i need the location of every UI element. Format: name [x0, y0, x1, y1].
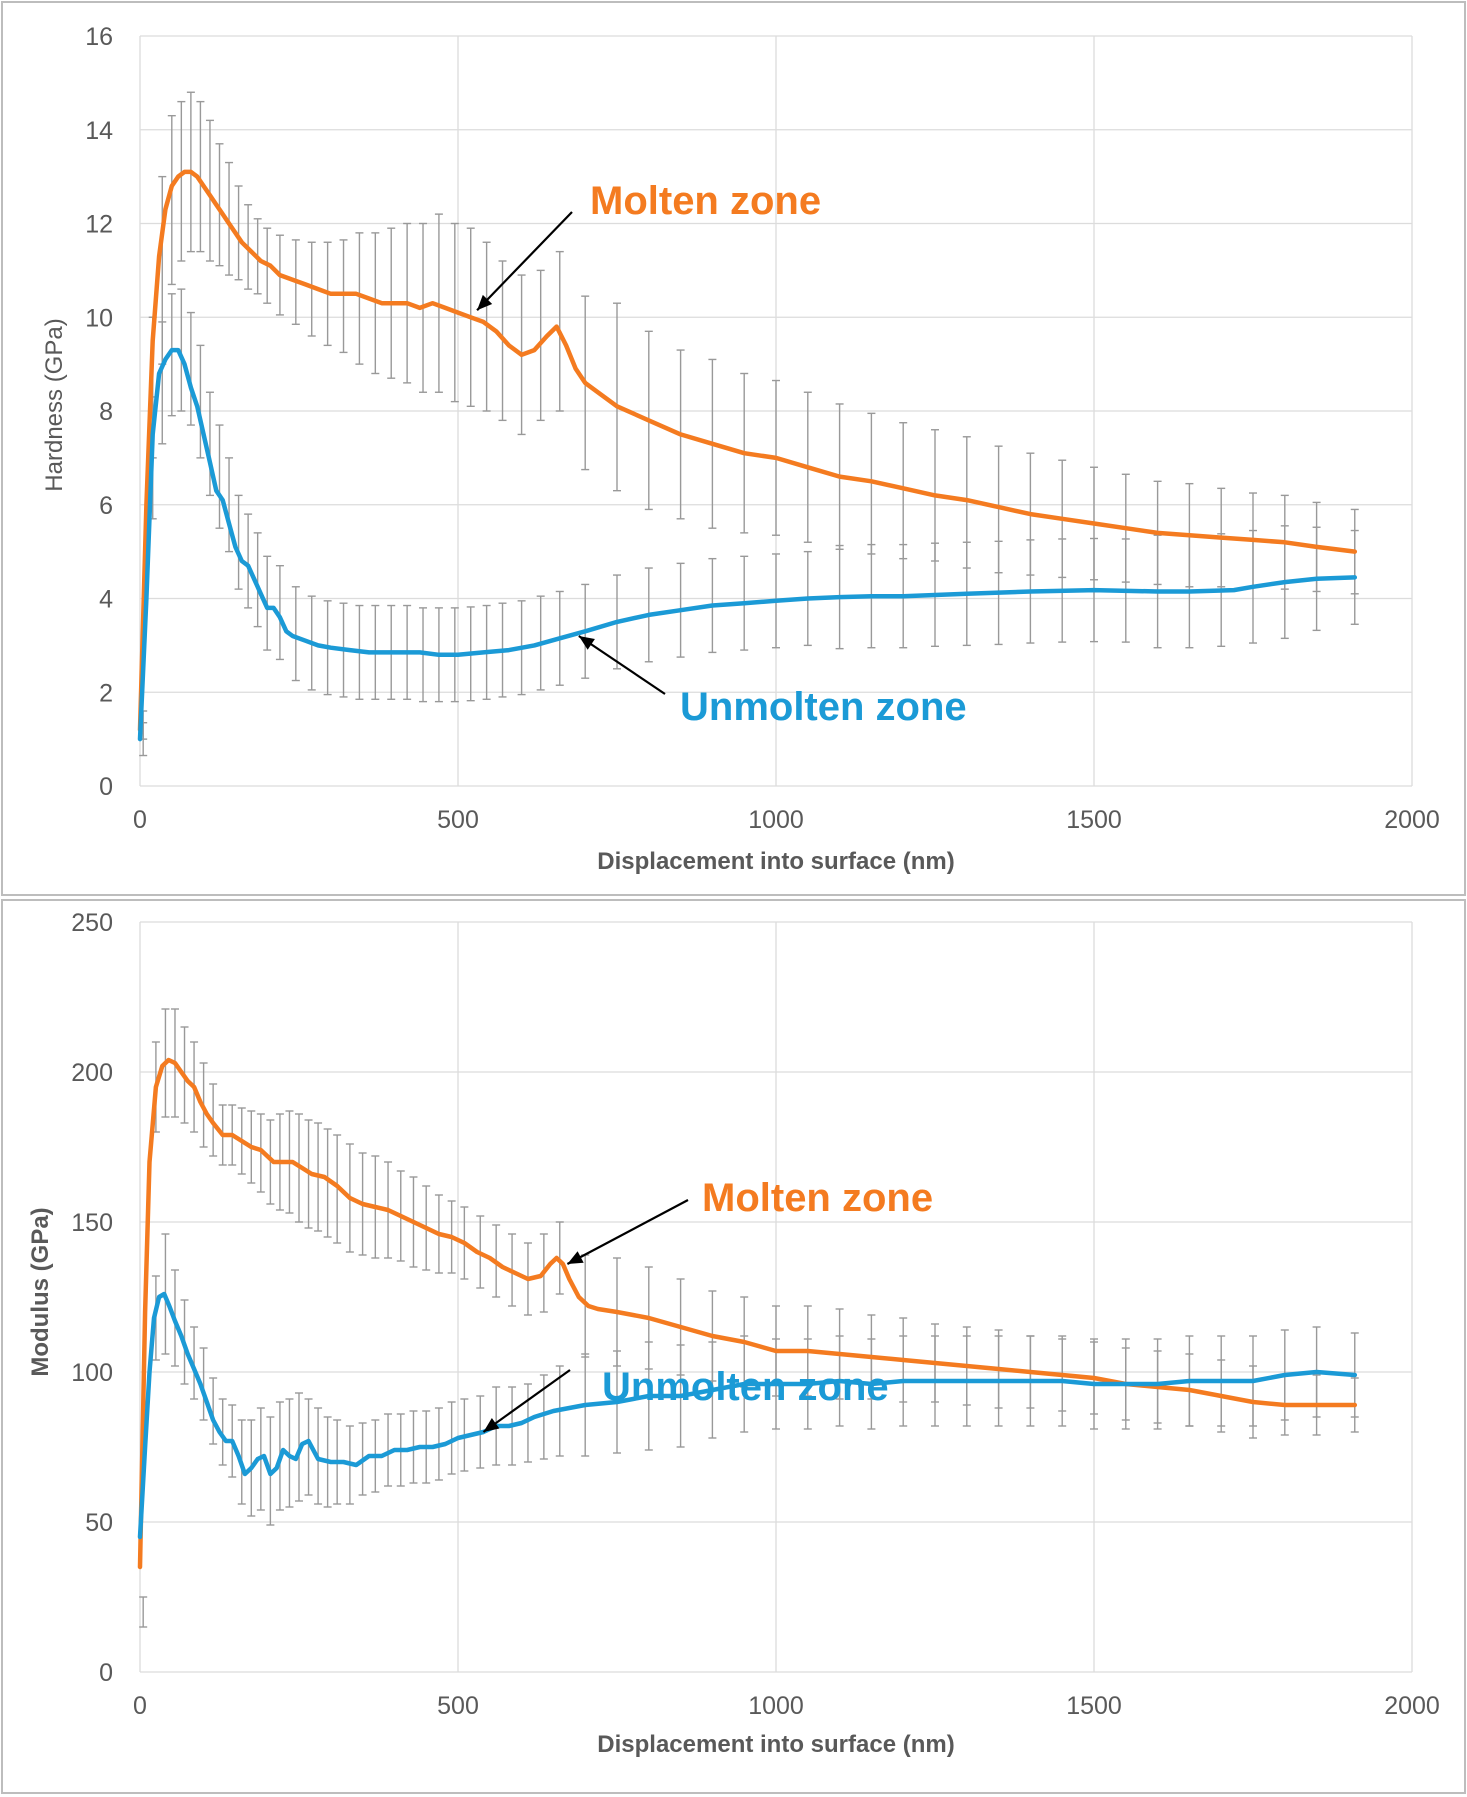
- error-bar: [613, 302, 621, 492]
- error-bar: [209, 1377, 218, 1445]
- error-bar: [339, 239, 348, 354]
- error-bar: [139, 1596, 148, 1628]
- x-tick-label: 500: [437, 806, 479, 834]
- modulus-annotations: Molten zone Unmolten zone: [482, 1176, 933, 1433]
- hardness-chart: 0 2 4 6 8 10 12 14 16 0 500 1000 1500 2000 Displacem…: [1, 1, 1466, 896]
- hardness-grid: [139, 35, 1413, 787]
- error-bar: [218, 1398, 227, 1466]
- y-tick-label: 2: [99, 679, 113, 707]
- modulus-series-lines: [137, 1057, 1358, 1570]
- error-bar: [225, 161, 234, 276]
- error-bar: [167, 114, 176, 286]
- error-bar: [244, 513, 253, 609]
- annotation-arrowhead: [567, 1251, 584, 1264]
- error-bar: [253, 532, 262, 628]
- error-bar: [205, 391, 214, 497]
- x-tick-label: 500: [437, 1692, 479, 1720]
- error-bar: [196, 100, 205, 253]
- annotation-arrow: [566, 1199, 689, 1265]
- error-bar: [234, 494, 243, 590]
- modulus-x-axis-title: Displacement into surface (nm): [597, 1731, 954, 1758]
- error-bar: [275, 564, 284, 661]
- error-bar: [186, 311, 195, 426]
- x-tick-label: 1000: [748, 1692, 804, 1720]
- modulus-y-tick-labels: 0 50 100 150 200 250: [71, 909, 113, 1687]
- y-tick-label: 16: [85, 23, 113, 51]
- error-bar: [323, 1128, 332, 1238]
- error-bar: [167, 293, 176, 417]
- x-tick-label: 2000: [1384, 1692, 1440, 1720]
- modulus-chart-frame: [1, 899, 1466, 1794]
- error-bar: [234, 185, 243, 281]
- y-tick-label: 12: [85, 211, 113, 239]
- x-tick-label: 1500: [1066, 1692, 1122, 1720]
- y-tick-label: 8: [99, 398, 113, 426]
- error-bar: [215, 424, 224, 529]
- series-line-unmolten-zone: [137, 347, 1358, 742]
- modulus-y-axis-title: Modulus (GPa): [27, 1207, 54, 1376]
- error-bar: [304, 1398, 313, 1496]
- series-line-molten-zone: [137, 1057, 1358, 1570]
- annotation-label: Unmolten zone: [680, 685, 967, 729]
- series-line-molten-zone: [137, 169, 1358, 733]
- y-tick-label: 50: [85, 1509, 113, 1537]
- y-tick-label: 4: [99, 586, 113, 614]
- error-bar: [355, 232, 364, 365]
- hardness-y-tick-labels: 0 2 4 6 8 10 12 14 16: [85, 23, 113, 801]
- annotation-arrowhead: [483, 1417, 500, 1432]
- x-tick-label: 2000: [1384, 806, 1440, 834]
- annotation-arrow: [476, 211, 573, 311]
- error-bar: [177, 288, 186, 412]
- x-tick-label: 0: [133, 806, 147, 834]
- annotation-label: Molten zone: [702, 1176, 933, 1220]
- error-bar: [190, 1326, 199, 1400]
- annotation-label: Unmolten zone: [602, 1365, 889, 1409]
- error-bar: [225, 457, 234, 553]
- hardness-x-tick-labels: 0 500 1000 1500 2000: [133, 806, 1440, 834]
- y-tick-label: 150: [71, 1209, 113, 1237]
- y-tick-label: 14: [85, 117, 113, 145]
- hardness-series-lines: [137, 169, 1358, 742]
- x-tick-label: 1000: [748, 806, 804, 834]
- error-bar: [199, 1347, 208, 1421]
- hardness-x-axis-title: Displacement into surface (nm): [597, 848, 954, 875]
- error-bar: [215, 143, 224, 267]
- error-bar: [384, 1413, 393, 1487]
- annotation-arrowhead: [477, 294, 493, 311]
- annotation-arrowhead: [578, 636, 595, 650]
- x-tick-label: 0: [133, 1692, 147, 1720]
- modulus-x-tick-labels: 0 500 1000 1500 2000: [133, 1692, 1440, 1720]
- error-bar: [447, 1401, 456, 1475]
- y-tick-label: 250: [71, 909, 113, 937]
- annotation-label: Molten zone: [590, 179, 821, 223]
- y-tick-label: 6: [99, 492, 113, 520]
- annotation-arrow: [482, 1369, 571, 1433]
- hardness-y-axis-title: Hardness (GPa): [41, 318, 68, 491]
- y-tick-label: 0: [99, 773, 113, 801]
- error-bar: [205, 119, 214, 262]
- hardness-annotations: Molten zone Unmolten zone: [476, 179, 967, 729]
- error-bar: [177, 100, 186, 262]
- annotation-arrow: [578, 635, 666, 695]
- error-bar: [291, 586, 300, 682]
- y-tick-label: 100: [71, 1359, 113, 1387]
- series-line-unmolten-zone: [137, 1291, 1358, 1540]
- error-bar: [158, 321, 167, 445]
- y-tick-label: 200: [71, 1059, 113, 1087]
- y-tick-label: 10: [85, 304, 113, 332]
- modulus-chart: 0 50 100 150 200 250 0 500 1000 1500 2000 Displac…: [1, 899, 1466, 1794]
- error-bar: [196, 344, 205, 459]
- x-tick-label: 1500: [1066, 806, 1122, 834]
- error-bar: [523, 1383, 532, 1463]
- y-tick-label: 0: [99, 1659, 113, 1687]
